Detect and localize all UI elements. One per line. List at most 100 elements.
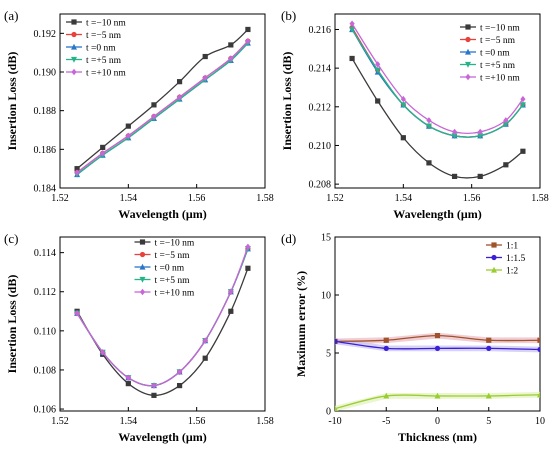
legend-entry: t =0 nm <box>155 263 185 273</box>
legend-entry: t =+10 nm <box>86 68 126 78</box>
data-point <box>125 123 131 129</box>
data-point <box>375 98 381 104</box>
data-point <box>486 337 492 343</box>
legend-entry: t =+10 nm <box>480 73 520 83</box>
x-tick-label: 1.56 <box>188 416 206 427</box>
y-tick-label: 0.216 <box>309 25 332 36</box>
data-point <box>202 53 208 60</box>
series-line <box>351 29 524 138</box>
legend-swatch-marker <box>139 288 146 296</box>
y-tick-label: 0.110 <box>34 326 56 337</box>
legend-swatch-marker <box>465 61 471 68</box>
data-point <box>245 265 251 271</box>
data-point <box>383 392 390 399</box>
y-tick-label: 0.210 <box>309 141 332 152</box>
y-tick-label: 0.106 <box>34 405 57 416</box>
legend-swatch-marker <box>71 56 77 63</box>
chart-panel: (a) 1.52 1.54 1.56 1.58 0.184 0.186 0.188 0.190 0… <box>4 8 274 221</box>
y-tick-label: 0.192 <box>34 29 57 40</box>
data-point <box>537 391 540 398</box>
data-point <box>477 133 484 139</box>
data-point <box>335 405 338 411</box>
data-point <box>349 20 355 27</box>
legend-entry: 1:1 <box>506 241 518 251</box>
data-point <box>486 345 492 351</box>
data-point <box>400 102 407 109</box>
legend: 1:1 1:1.5 1:2 <box>486 241 526 276</box>
y-tick-label: 0.214 <box>309 64 332 75</box>
data-point <box>451 128 458 136</box>
x-tick-label: 0 <box>435 416 440 427</box>
data-point <box>537 337 540 343</box>
y-tick-label: 0.186 <box>34 145 57 156</box>
plot-area <box>349 20 526 179</box>
x-axis-label: Wavelength (μm) <box>118 207 206 221</box>
legend-swatch-marker <box>139 276 146 283</box>
data-point <box>176 368 183 376</box>
x-tick-label: 5 <box>486 416 491 427</box>
data-point <box>202 74 208 81</box>
legend-entry: 1:2 <box>506 266 518 276</box>
legend-entry: t =+5 nm <box>155 276 191 286</box>
series-line <box>76 268 249 397</box>
data-point <box>228 288 234 295</box>
data-point <box>477 173 483 179</box>
x-tick-label: -10 <box>328 416 341 427</box>
data-point <box>176 93 183 101</box>
y-tick-label: 0.184 <box>34 184 57 195</box>
x-axis-label: Thickness (nm) <box>398 430 477 444</box>
plot-frame <box>59 13 266 189</box>
y-axis-label: Maximum error (%) <box>294 271 308 377</box>
series-line <box>76 40 249 174</box>
data-point <box>400 135 406 141</box>
x-tick-label: 1.56 <box>188 193 206 204</box>
panel-label: (b) <box>281 8 296 23</box>
y-tick-label: 10 <box>321 291 331 302</box>
data-point <box>202 337 208 344</box>
plot-area <box>335 332 540 411</box>
legend-swatch-marker <box>139 251 146 258</box>
y-axis-label: Insertion Loss (dB) <box>5 52 19 151</box>
data-point <box>503 162 509 168</box>
data-point <box>228 308 234 314</box>
data-point <box>434 345 441 351</box>
y-tick-label: 0.208 <box>309 180 332 191</box>
series-line <box>76 246 249 387</box>
data-point <box>74 310 80 317</box>
legend-swatch-marker <box>139 263 146 270</box>
legend-swatch-marker <box>491 266 497 273</box>
legend-swatch-marker <box>465 73 471 81</box>
data-point <box>502 121 509 128</box>
y-tick-label: 0.188 <box>34 106 57 117</box>
legend-entry: t =−5 nm <box>480 36 516 46</box>
legend-swatch-marker <box>71 43 77 50</box>
y-tick-label: 0 <box>326 407 331 418</box>
legend-entry: t =0 nm <box>480 48 510 58</box>
data-point <box>74 166 80 172</box>
data-point <box>151 113 157 120</box>
legend-swatch-marker <box>71 68 77 76</box>
x-tick-label: 1.52 <box>51 193 69 204</box>
legend: t =−10 nm t =−5 nm t =0 nm t =+5 nm t =+10 n… <box>460 23 520 83</box>
data-point <box>100 150 106 157</box>
panel-label: (a) <box>4 8 18 23</box>
legend-swatch-marker <box>139 239 146 245</box>
legend-swatch-marker <box>491 242 497 248</box>
data-point <box>176 79 183 85</box>
series-line <box>351 23 524 135</box>
data-point <box>202 355 208 361</box>
data-point <box>426 117 432 124</box>
legend-swatch-marker <box>465 24 471 30</box>
panel-label: (c) <box>4 231 18 246</box>
x-tick-label: 1.56 <box>463 193 481 204</box>
data-point <box>100 144 106 150</box>
data-point <box>151 102 157 108</box>
data-point <box>151 392 157 398</box>
data-point <box>349 26 356 33</box>
legend: t =−10 nm t =−5 nm t =0 nm t =+5 nm t =+10 n… <box>134 238 195 298</box>
legend-entry: t =+10 nm <box>155 288 195 298</box>
data-point <box>520 148 526 154</box>
x-tick-label: 1.54 <box>120 416 138 427</box>
data-point <box>485 392 492 399</box>
